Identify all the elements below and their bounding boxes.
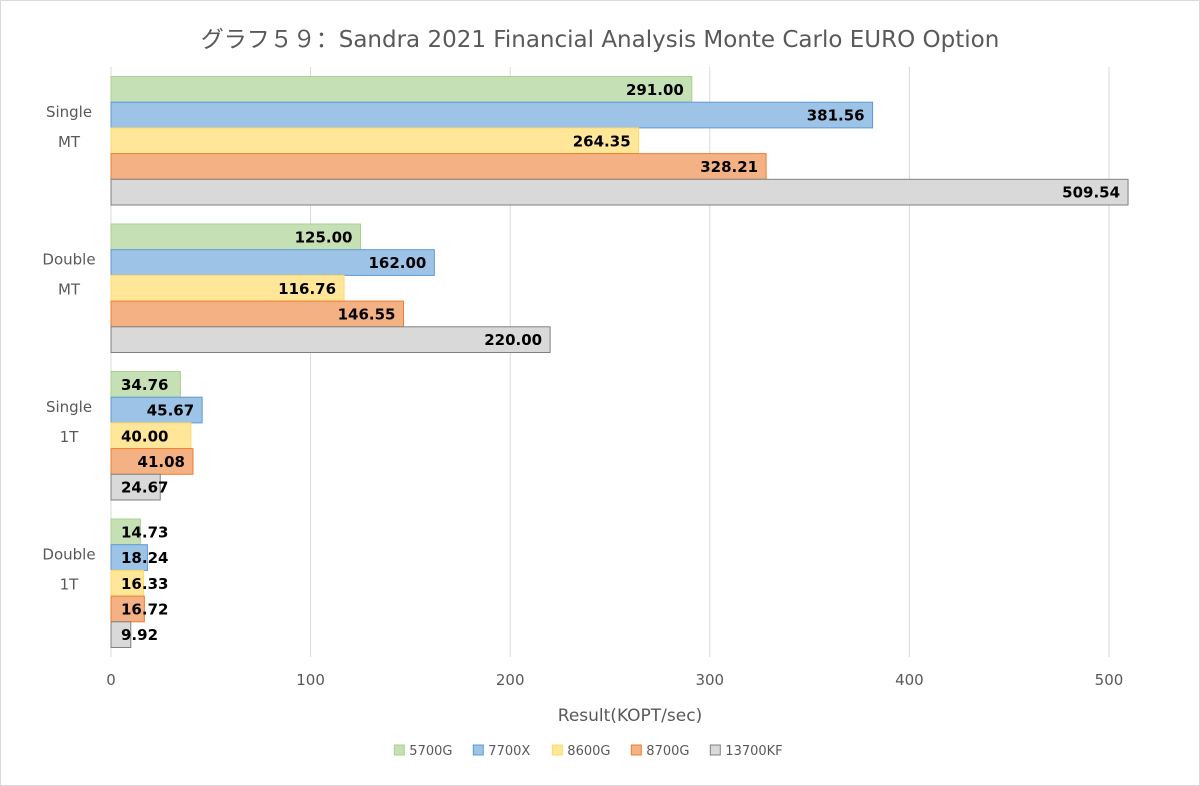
legend-swatch bbox=[630, 744, 642, 756]
bar-8700g bbox=[110, 595, 145, 623]
legend-swatch bbox=[393, 744, 405, 756]
x-axis-title: Result(KOPT/sec) bbox=[558, 706, 702, 726]
bar-7700x bbox=[110, 249, 435, 276]
data-label: 162.00 bbox=[368, 254, 426, 272]
x-tick-label: 500 bbox=[1095, 671, 1124, 689]
category-label: MT bbox=[58, 280, 81, 298]
data-label: 41.08 bbox=[138, 453, 185, 471]
bar-8600g bbox=[110, 569, 145, 597]
category-label: 1T bbox=[60, 428, 80, 446]
data-label: 264.35 bbox=[573, 132, 631, 150]
category-label: Single bbox=[46, 398, 92, 416]
x-tick-label: 0 bbox=[106, 671, 116, 689]
legend-label: 8700G bbox=[646, 744, 689, 759]
data-label: 116.76 bbox=[278, 280, 336, 298]
bar-13700kf bbox=[110, 178, 1129, 206]
category-label: Single bbox=[46, 103, 92, 121]
data-label: 291.00 bbox=[626, 81, 684, 99]
data-label: 14.73 bbox=[121, 523, 168, 541]
x-tick-label: 100 bbox=[296, 671, 325, 689]
legend-item-13700kf: 13700KF bbox=[709, 744, 783, 759]
bar-8600g bbox=[110, 422, 192, 450]
category-label: Double bbox=[42, 545, 95, 563]
bar-8600g bbox=[110, 274, 345, 302]
legend-swatch bbox=[551, 744, 563, 756]
legend-item-7700x: 7700X bbox=[472, 744, 530, 759]
data-label: 18.24 bbox=[121, 549, 168, 567]
chart-title: グラフ５９：Sandra 2021 Financial Analysis Mon… bbox=[201, 27, 1000, 53]
data-label: 9.92 bbox=[121, 626, 158, 644]
data-label: 328.21 bbox=[700, 158, 758, 176]
bar-5700g bbox=[110, 76, 693, 103]
data-label: 220.00 bbox=[484, 331, 542, 349]
category-label: 1T bbox=[60, 575, 80, 593]
x-tick-label: 200 bbox=[496, 671, 525, 689]
x-tick-labels: 0 100 200 300 400 500 bbox=[106, 671, 1123, 689]
data-labels: 291.00 381.56 264.35 328.21 509.54 125.00 162.… bbox=[121, 81, 1120, 644]
bar-13700kf bbox=[110, 621, 132, 648]
data-label: 40.00 bbox=[121, 427, 168, 445]
category-label: Double bbox=[42, 250, 95, 268]
bars bbox=[110, 76, 1129, 648]
data-label: 16.33 bbox=[121, 575, 168, 593]
legend-label: 5700G bbox=[409, 744, 452, 759]
legend-swatch bbox=[472, 744, 484, 756]
legend-label: 7700X bbox=[488, 744, 530, 759]
bar-8700g bbox=[110, 300, 405, 328]
x-tick-label: 400 bbox=[895, 671, 924, 689]
data-label: 16.72 bbox=[121, 600, 168, 618]
data-label: 24.67 bbox=[121, 479, 168, 497]
legend-item-8600g: 8600G bbox=[551, 744, 610, 759]
x-tick-label: 300 bbox=[695, 671, 724, 689]
bar-5700g bbox=[110, 371, 181, 398]
data-label: 381.56 bbox=[807, 107, 865, 125]
bar-13700kf bbox=[110, 326, 551, 353]
legend-swatch bbox=[709, 744, 721, 756]
legend-item-5700g: 5700G bbox=[393, 744, 452, 759]
bar-7700x bbox=[110, 101, 874, 129]
bar-7700x bbox=[110, 544, 148, 571]
legend-label: 8600G bbox=[567, 744, 610, 759]
bar-8600g bbox=[110, 127, 640, 155]
legend: 5700G 7700X 8600G 8700G 13700KF bbox=[393, 744, 783, 759]
category-labels: Single MT Double MT Single 1T Double 1T bbox=[42, 103, 95, 594]
category-label: MT bbox=[58, 133, 81, 151]
data-label: 125.00 bbox=[295, 228, 353, 246]
bar-13700kf bbox=[110, 473, 161, 501]
data-label: 509.54 bbox=[1062, 184, 1120, 202]
bar-7700x bbox=[110, 396, 203, 424]
data-label: 34.76 bbox=[121, 376, 168, 394]
legend-label: 13700KF bbox=[725, 744, 782, 759]
legend-item-8700g: 8700G bbox=[630, 744, 689, 759]
data-label: 45.67 bbox=[147, 402, 194, 420]
data-label: 146.55 bbox=[338, 305, 396, 323]
bar-8700g bbox=[110, 153, 767, 180]
